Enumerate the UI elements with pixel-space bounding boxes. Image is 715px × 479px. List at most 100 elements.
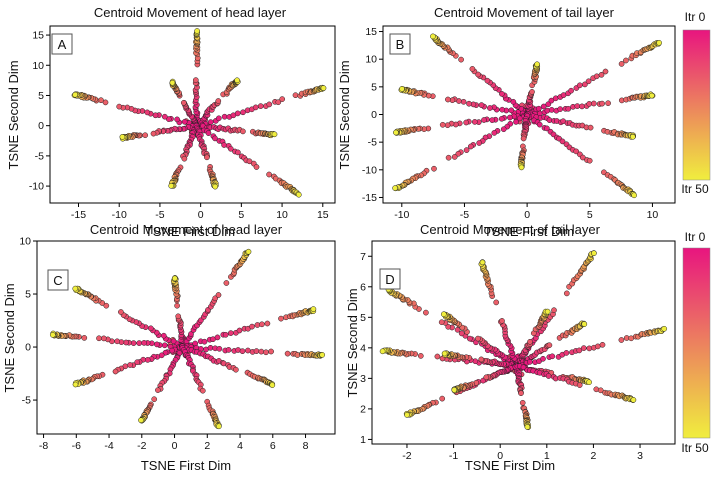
y-tick-label: -5 [35, 150, 44, 162]
scatter-point [199, 387, 206, 394]
scatter-point [499, 318, 505, 324]
scatter-point [221, 142, 227, 148]
points [71, 28, 327, 198]
scatter-point [404, 412, 410, 418]
y-tick-label: 0 [371, 109, 377, 121]
scatter-point [249, 323, 255, 330]
chart-title: Centroid Movement of head layer [90, 222, 283, 237]
scatter-point [175, 313, 182, 320]
scatter-point [72, 381, 79, 388]
scatter-point [499, 91, 505, 97]
y-tick-label: 5 [371, 81, 377, 93]
scatter-point [475, 335, 481, 342]
y-tick-label: 2 [360, 403, 366, 415]
scatter-point [582, 81, 588, 88]
scatter-point [472, 358, 479, 365]
scatter-point [439, 121, 446, 128]
scatter-point [451, 154, 458, 160]
x-tick-label: 10 [647, 209, 659, 221]
scatter-point [170, 338, 177, 345]
scatter-point [271, 131, 278, 138]
scatter-point [535, 105, 542, 112]
scatter-point [594, 343, 601, 350]
scatter-point [478, 102, 485, 108]
scatter-point [445, 96, 451, 103]
scatter-point [100, 335, 107, 342]
scatter-point [593, 73, 600, 80]
scatter-point [278, 315, 284, 322]
scatter-point [181, 118, 188, 125]
panel-c: Centroid Movement of head layer -8 -6 -4 -2 0… [2, 222, 336, 473]
scatter-point [631, 192, 637, 199]
scatter-point [192, 77, 199, 83]
scatter-point [623, 57, 629, 64]
scatter-point [171, 275, 178, 282]
scatter-point [598, 71, 605, 78]
x-tick-label: 15 [317, 209, 329, 221]
scatter-point [152, 112, 159, 119]
scatter-point [215, 98, 222, 104]
scatter-point [205, 130, 212, 136]
scatter-point [253, 348, 260, 354]
scatter-point [216, 345, 223, 352]
scatter-point [534, 61, 540, 68]
scatter-point [475, 71, 481, 78]
scatter-point [454, 326, 461, 333]
x-tick-label: 3 [637, 450, 643, 462]
scatter-point [483, 374, 490, 381]
scatter-point [545, 373, 552, 379]
scatter-point [154, 341, 160, 348]
scatter-point [279, 96, 286, 102]
scatter-point [549, 353, 556, 360]
scatter-point [102, 99, 109, 106]
colorbar-top-label: Itr 0 [685, 230, 706, 244]
scatter-point [320, 85, 327, 91]
y-tick-label: -5 [22, 395, 31, 407]
x-axis-label: TSNE First Dim [465, 458, 555, 473]
scatter-point [479, 259, 486, 266]
y-tick-label: 5 [25, 289, 31, 301]
scatter-point [263, 349, 269, 356]
scatter-point [188, 331, 194, 337]
scatter-point [252, 104, 259, 111]
scatter-point [519, 399, 526, 406]
scatter-point [445, 323, 452, 330]
scatter-point [463, 119, 470, 126]
points [49, 248, 326, 430]
scatter-point [215, 292, 222, 298]
x-tick-label: -2 [137, 440, 146, 452]
scatter-point [141, 340, 147, 346]
x-tick-label: -8 [39, 440, 48, 452]
colorbar-bottom-label: Itr 50 [681, 441, 709, 455]
scatter-point [557, 106, 564, 112]
x-tick-label: -6 [72, 440, 81, 452]
scatter-point [123, 339, 129, 346]
scatter-point [648, 92, 655, 99]
chart-title: Centroid Movement of tail layer [420, 222, 601, 237]
scatter-point [161, 342, 168, 349]
scatter-point [434, 353, 441, 360]
scatter-point [222, 331, 229, 338]
y-axis-label: TSNE Second Dim [6, 60, 21, 169]
x-tick-label: 0 [172, 440, 178, 452]
scatter-point [223, 280, 230, 286]
scatter-point [147, 325, 154, 332]
scatter-point [579, 103, 585, 110]
scatter-point [527, 338, 533, 345]
scatter-point [500, 126, 507, 133]
scatter-point [393, 129, 399, 136]
panel-label-box [47, 269, 69, 291]
x-tick-label: 2 [591, 450, 597, 462]
scatter-point [49, 332, 56, 338]
scatter-point [155, 387, 161, 393]
scatter-point [548, 97, 555, 104]
scatter-point [545, 101, 552, 108]
scatter-point [266, 101, 273, 108]
x-tick-label: 2 [204, 440, 210, 452]
x-tick-label: 1 [544, 450, 550, 462]
scatter-point [586, 157, 593, 164]
panel-label-box [379, 268, 401, 290]
scatter-point [656, 39, 662, 46]
scatter-point [212, 135, 218, 142]
